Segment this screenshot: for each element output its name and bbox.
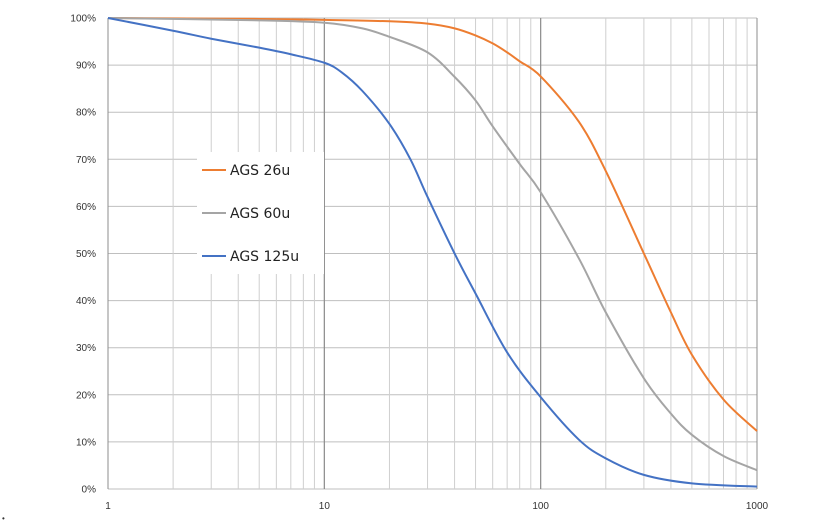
y-tick-label: 50%	[76, 249, 96, 260]
x-axis-tick-labels: 1 10 100 1000	[105, 501, 768, 512]
x-tick-label: 1000	[746, 501, 769, 512]
series-lines	[107, 17, 758, 488]
y-tick-label: 60%	[76, 202, 96, 213]
x-tick-label: 10	[319, 501, 331, 512]
y-tick-label: 30%	[76, 343, 96, 354]
y-tick-label: 70%	[76, 155, 96, 166]
series-line-ags-60u	[107, 17, 758, 472]
y-tick-label: 80%	[76, 108, 96, 119]
series-line-ags-125u	[107, 17, 758, 488]
series-line-ags-26u	[107, 17, 758, 432]
x-tick-label: 100	[532, 501, 549, 512]
y-tick-label: 100%	[70, 14, 96, 25]
legend-label-ags-60u: AGS 60u	[230, 206, 290, 222]
y-axis-tick-labels: 0% 10% 20% 30% 40% 50% 60% 70% 80% 90% 100%	[70, 14, 96, 496]
legend-label-ags-26u: AGS 26u	[230, 163, 290, 179]
x-tick-label: 1	[105, 501, 111, 512]
legend: AGS 26u AGS 60u AGS 125u	[197, 152, 324, 274]
y-tick-label: 10%	[76, 437, 96, 448]
y-tick-label: 90%	[76, 61, 96, 72]
legend-label-ags-125u: AGS 125u	[230, 249, 299, 265]
y-tick-label: 0%	[82, 485, 97, 496]
y-tick-label: 40%	[76, 296, 96, 307]
corner-mark: •	[2, 514, 5, 523]
y-tick-label: 20%	[76, 390, 96, 401]
